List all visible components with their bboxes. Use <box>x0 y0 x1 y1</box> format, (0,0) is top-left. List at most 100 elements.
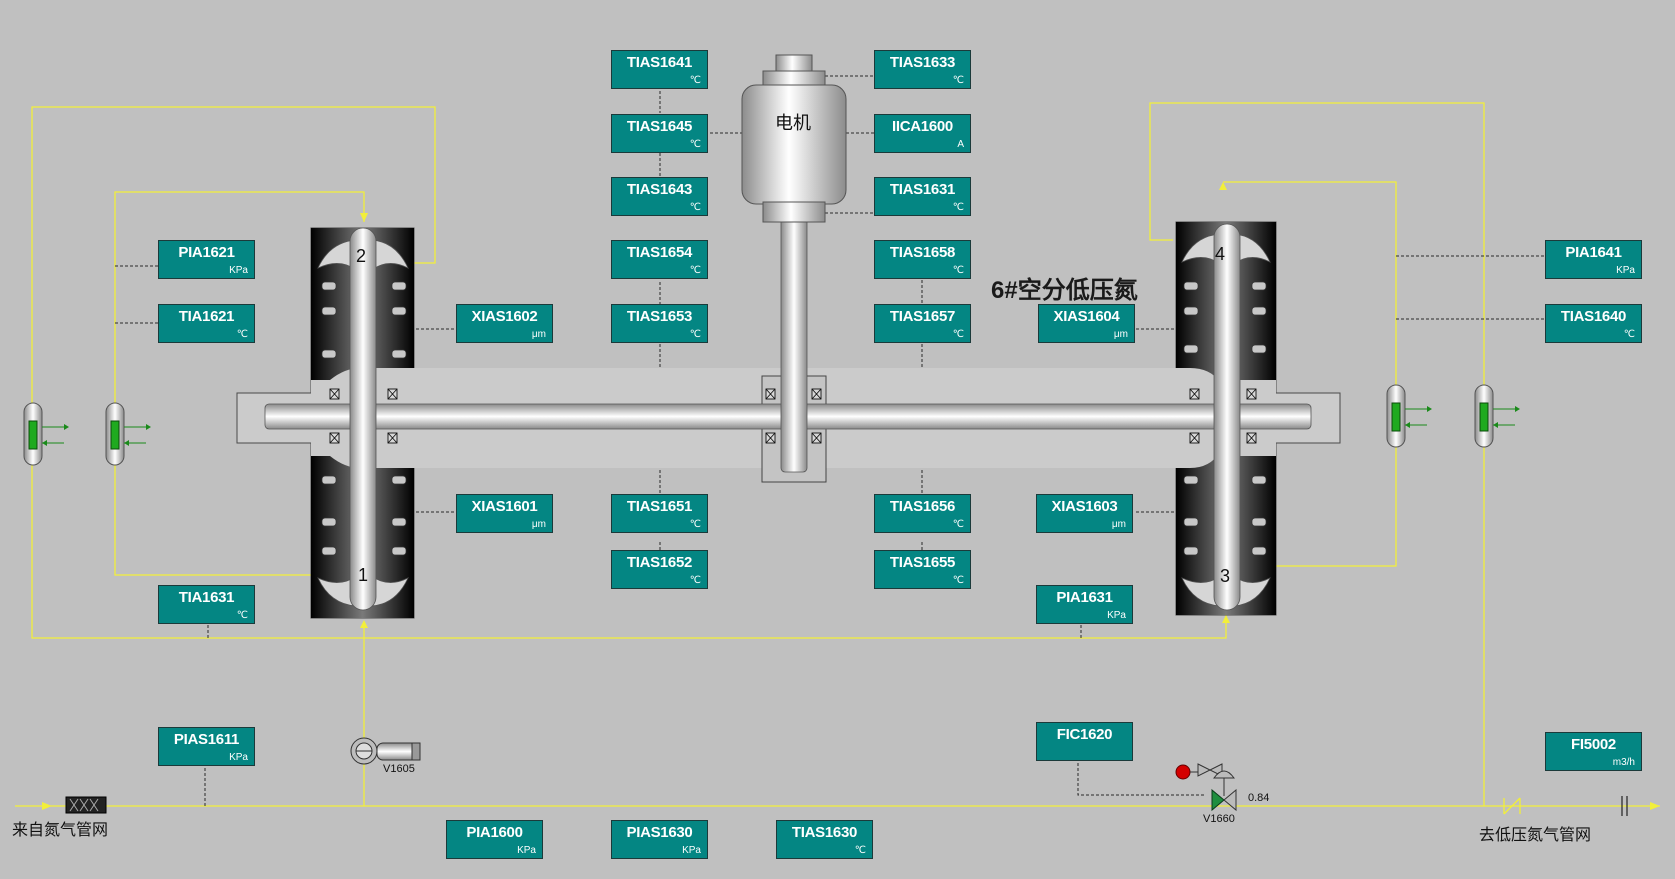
tag-name: FIC1620 <box>1056 726 1113 743</box>
inlet-filter-icon[interactable] <box>65 796 107 814</box>
valve-opening: 0.84 <box>1248 792 1270 804</box>
tag-pia1621[interactable]: PIA1621 KPa <box>158 240 255 279</box>
tag-name: TIAS1655 <box>889 554 956 571</box>
tag-unit: ℃ <box>236 329 248 340</box>
tag-unit: ℃ <box>689 265 701 276</box>
tag-unit: ℃ <box>952 202 964 213</box>
tag-pia1600[interactable]: PIA1600 KPa <box>446 820 543 859</box>
tag-tias1657[interactable]: TIAS1657 ℃ <box>874 304 971 343</box>
tag-unit: ℃ <box>1623 329 1635 340</box>
tag-xias1602[interactable]: XIAS1602 μm <box>456 304 553 343</box>
tag-tias1653[interactable]: TIAS1653 ℃ <box>611 304 708 343</box>
tag-tias1631[interactable]: TIAS1631 ℃ <box>874 177 971 216</box>
tag-tias1643[interactable]: TIAS1643 ℃ <box>611 177 708 216</box>
tag-tias1656[interactable]: TIAS1656 ℃ <box>874 494 971 533</box>
page-title: 6#空分低压氮 <box>991 277 1138 304</box>
tag-unit: KPa <box>682 845 701 856</box>
tag-name: XIAS1603 <box>1051 498 1118 515</box>
motor[interactable] <box>741 54 847 223</box>
tag-name: PIAS1630 <box>626 824 693 841</box>
tag-xias1601[interactable]: XIAS1601 μm <box>456 494 553 533</box>
outlet-label: 去低压氮气管网 <box>1479 827 1592 844</box>
tag-unit: KPa <box>229 265 248 276</box>
tag-fi5002[interactable]: FI5002 m3/h <box>1545 732 1642 771</box>
stage-number: 3 <box>1220 566 1231 586</box>
tag-unit: KPa <box>1616 265 1635 276</box>
tag-name: TIAS1640 <box>1560 308 1627 325</box>
stage-number: 2 <box>356 246 367 266</box>
tag-tia1631[interactable]: TIA1631 ℃ <box>158 585 255 624</box>
tag-unit: ℃ <box>689 575 701 586</box>
tag-tias1630[interactable]: TIAS1630 ℃ <box>776 820 873 859</box>
tag-tias1658[interactable]: TIAS1658 ℃ <box>874 240 971 279</box>
tag-unit: A <box>957 139 964 150</box>
intercooler-1[interactable] <box>23 402 69 466</box>
intercooler-2[interactable] <box>105 402 151 466</box>
tag-name: TIAS1653 <box>626 308 693 325</box>
intercooler-4[interactable] <box>1474 384 1520 448</box>
tag-tias1641[interactable]: TIAS1641 ℃ <box>611 50 708 89</box>
tag-unit: KPa <box>1107 610 1126 621</box>
tag-tia1621[interactable]: TIA1621 ℃ <box>158 304 255 343</box>
valve-label: V1605 <box>383 763 415 775</box>
tag-name: PIA1631 <box>1056 589 1113 606</box>
tag-name: TIA1621 <box>178 308 235 325</box>
tag-unit: ℃ <box>689 329 701 340</box>
tag-name: XIAS1602 <box>471 308 538 325</box>
tag-name: TIAS1656 <box>889 498 956 515</box>
tag-unit: ℃ <box>854 845 866 856</box>
tag-pias1630[interactable]: PIAS1630 KPa <box>611 820 708 859</box>
stage-number: 4 <box>1215 244 1226 264</box>
motor-label: 电机 <box>775 113 811 133</box>
tag-unit: ℃ <box>952 75 964 86</box>
tag-unit: μm <box>1111 519 1126 530</box>
tag-tias1640[interactable]: TIAS1640 ℃ <box>1545 304 1642 343</box>
tag-unit: ℃ <box>689 75 701 86</box>
tag-name: XIAS1601 <box>471 498 538 515</box>
tag-unit: μm <box>531 519 546 530</box>
tag-name: PIAS1611 <box>173 731 240 748</box>
control-valve-v1660-icon[interactable] <box>1175 763 1237 812</box>
tag-name: TIA1631 <box>178 589 235 606</box>
tag-unit: μm <box>1113 329 1128 340</box>
tag-name: TIAS1657 <box>889 308 956 325</box>
tag-unit: m3/h <box>1612 757 1635 768</box>
tag-tias1652[interactable]: TIAS1652 ℃ <box>611 550 708 589</box>
tag-pia1631[interactable]: PIA1631 KPa <box>1036 585 1133 624</box>
tag-tias1655[interactable]: TIAS1655 ℃ <box>874 550 971 589</box>
tag-pia1641[interactable]: PIA1641 KPa <box>1545 240 1642 279</box>
tag-unit: μm <box>531 329 546 340</box>
tag-name: TIAS1658 <box>889 244 956 261</box>
check-valve-icon[interactable] <box>1503 797 1521 815</box>
tag-fic1620[interactable]: FIC1620 <box>1036 722 1133 761</box>
tag-iica1600[interactable]: IICA1600 A <box>874 114 971 153</box>
tag-name: IICA1600 <box>892 118 953 135</box>
tag-tias1651[interactable]: TIAS1651 ℃ <box>611 494 708 533</box>
tag-unit: ℃ <box>689 519 701 530</box>
tag-name: PIA1621 <box>178 244 235 261</box>
tag-unit: ℃ <box>952 265 964 276</box>
tag-tias1654[interactable]: TIAS1654 ℃ <box>611 240 708 279</box>
tag-name: TIAS1643 <box>626 181 693 198</box>
valve-v1605-icon[interactable] <box>350 737 421 765</box>
tag-tias1645[interactable]: TIAS1645 ℃ <box>611 114 708 153</box>
tag-xias1603[interactable]: XIAS1603 μm <box>1036 494 1133 533</box>
tag-unit: ℃ <box>689 139 701 150</box>
tag-name: PIA1641 <box>1565 244 1622 261</box>
intercooler-3[interactable] <box>1386 384 1432 448</box>
tag-unit: KPa <box>229 752 248 763</box>
tag-tias1633[interactable]: TIAS1633 ℃ <box>874 50 971 89</box>
tag-name: TIAS1641 <box>626 54 693 71</box>
tag-name: FI5002 <box>1571 736 1616 753</box>
tag-unit: ℃ <box>952 519 964 530</box>
inlet-label: 来自氮气管网 <box>12 822 109 839</box>
tag-unit: ℃ <box>952 575 964 586</box>
tag-pias1611[interactable]: PIAS1611 KPa <box>158 727 255 766</box>
tag-name: TIAS1645 <box>626 118 693 135</box>
tag-unit: ℃ <box>236 610 248 621</box>
stage-number: 1 <box>358 565 369 585</box>
tag-name: TIAS1652 <box>626 554 693 571</box>
tag-xias1604[interactable]: XIAS1604 μm <box>1038 304 1135 343</box>
tag-unit: ℃ <box>689 202 701 213</box>
